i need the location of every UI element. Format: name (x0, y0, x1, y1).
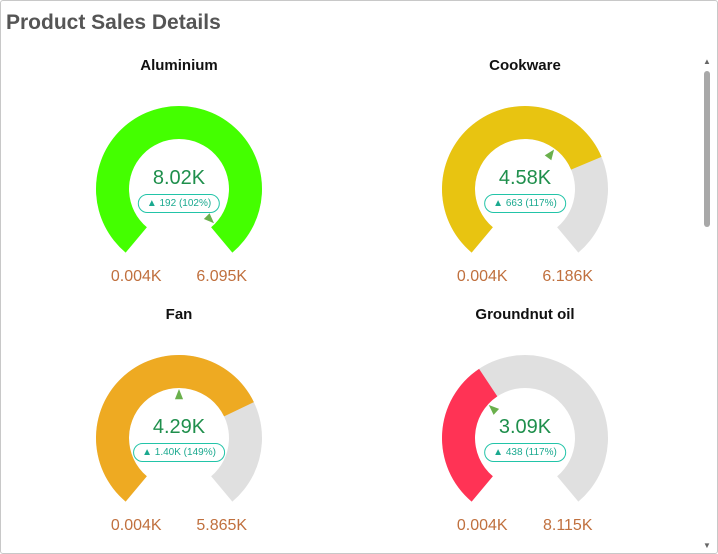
vertical-scrollbar[interactable]: ▲ ▼ (701, 57, 713, 551)
gauge-delta-badge: ▲ 192 (102%) (137, 194, 221, 213)
gauge-min-label: 0.004K (456, 517, 508, 534)
gauge-max-label: 6.186K (542, 268, 594, 285)
gauge-card[interactable]: Fan 4.29K ▲ 1.40K (149%) 0.004K 5.865K (29, 306, 329, 546)
target-marker-icon (488, 404, 500, 415)
gauge-chart (442, 355, 608, 502)
gauge-chart (95, 105, 262, 253)
gauge-card[interactable]: Aluminium 8.02K ▲ 192 (102%) 0.004K 6.09… (29, 57, 329, 297)
target-marker-icon (203, 213, 215, 224)
gauge-max-label: 5.865K (196, 517, 248, 534)
gauge-delta-badge: ▲ 1.40K (149%) (133, 443, 225, 462)
gauge-title: Fan (165, 306, 193, 323)
gauge-card[interactable]: Cookware 4.58K ▲ 663 (117%) 0.004K 6.186… (375, 57, 675, 297)
gauge-fill (96, 355, 254, 502)
gauge-min-label: 0.004K (456, 268, 508, 285)
gauge-value: 4.29K (152, 416, 206, 438)
gauge-max-label: 6.095K (196, 268, 248, 285)
gauge-chart (95, 355, 262, 502)
gauge-value: 8.02K (152, 167, 206, 189)
gauge-fill (442, 368, 498, 502)
chevron-down-icon[interactable]: ▼ (703, 541, 711, 550)
panel-title: Product Sales Details (6, 11, 221, 34)
gauge-min-label: 0.004K (110, 268, 162, 285)
gauge-fill (442, 106, 602, 253)
gauge-title: Groundnut oil (475, 306, 575, 323)
scroll-thumb[interactable] (704, 71, 710, 227)
gauge-delta-badge: ▲ 663 (117%) (484, 194, 566, 213)
gauge-title: Cookware (489, 57, 561, 74)
gauge-title: Aluminium (140, 57, 218, 74)
gauge-value: 3.09K (498, 416, 552, 438)
gauge-min-label: 0.004K (110, 517, 162, 534)
chevron-up-icon[interactable]: ▲ (703, 57, 711, 66)
target-marker-icon (544, 149, 555, 161)
gauge-fill (95, 105, 262, 253)
gauge-card[interactable]: Groundnut oil 3.09K ▲ 438 (117%) 0.004K … (375, 306, 675, 546)
gauge-max-label: 8.115K (542, 517, 593, 534)
gauge-chart (442, 105, 608, 253)
gauge-value: 4.58K (498, 167, 552, 189)
gauge-delta-badge: ▲ 438 (117%) (484, 443, 566, 462)
target-marker-icon (174, 389, 184, 400)
